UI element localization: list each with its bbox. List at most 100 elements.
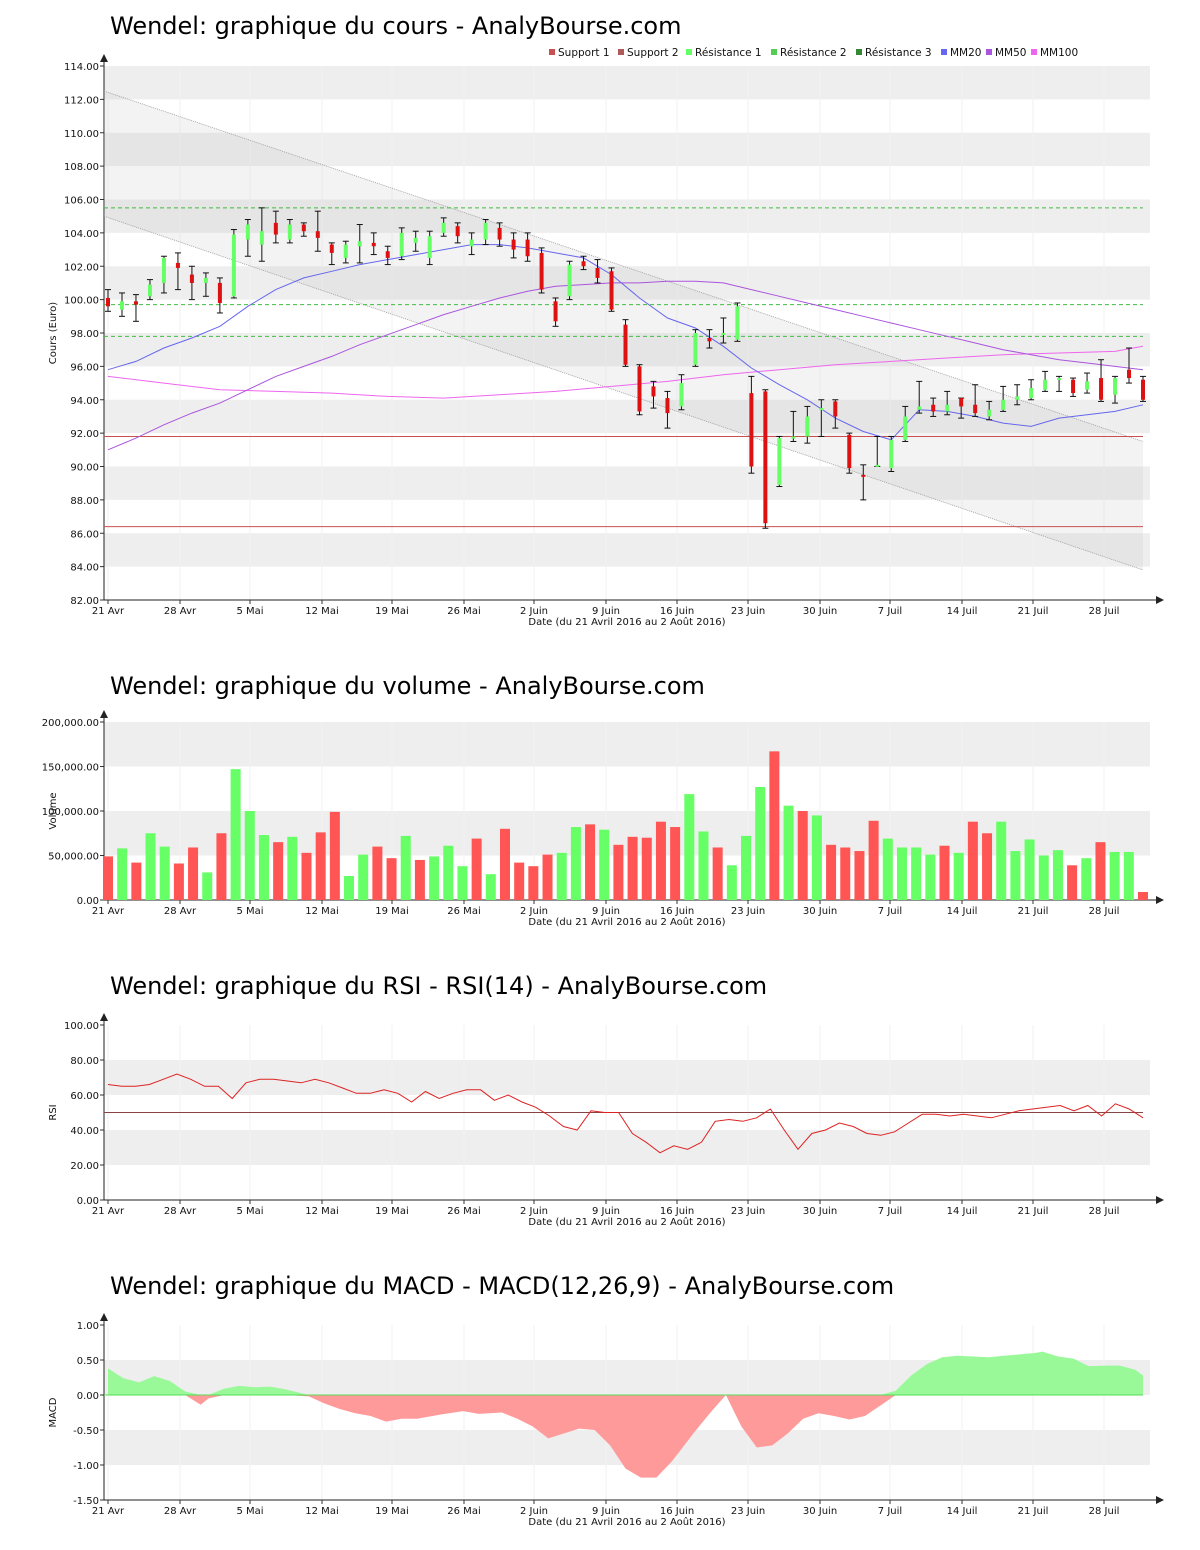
candle-body	[525, 239, 530, 257]
x-tick-label: 19 Mai	[375, 606, 408, 617]
x-tick-label: 19 Mai	[375, 1506, 408, 1517]
volume-bar	[641, 837, 652, 900]
x-tick-label: 23 Juin	[731, 906, 765, 917]
volume-bar	[400, 835, 411, 900]
x-tick-label: 28 Juil	[1089, 606, 1120, 617]
candle	[720, 317, 727, 344]
candle-body	[539, 252, 544, 290]
candle	[300, 222, 307, 237]
candle	[1098, 359, 1105, 402]
y-tick-label: 100,000.00	[42, 807, 99, 818]
volume-bar	[783, 805, 794, 900]
candle	[762, 389, 769, 529]
candle	[916, 380, 923, 414]
y-tick-label: 150,000.00	[42, 763, 99, 774]
x-tick-label: 7 Juil	[878, 1506, 902, 1517]
y-tick-label: 82.00	[70, 596, 99, 607]
volume-bar	[726, 865, 737, 900]
y-tick-label: 40.00	[70, 1126, 99, 1137]
y-tick-label: 0.00	[77, 1196, 99, 1207]
candle	[664, 390, 671, 429]
x-tick-label: 21 Juil	[1018, 1206, 1049, 1217]
candle	[1000, 385, 1007, 412]
volume-bar	[698, 831, 709, 900]
volume-bar	[216, 833, 227, 900]
candle-body	[483, 222, 488, 240]
volume-bar	[1123, 851, 1134, 900]
candle-body	[959, 398, 964, 407]
candle	[538, 247, 545, 294]
candle	[552, 297, 559, 327]
candle	[286, 219, 293, 244]
volume-bar	[755, 786, 766, 900]
y-axis-title: Cours (Euro)	[48, 302, 59, 365]
candle	[370, 232, 377, 256]
candle-body	[427, 236, 432, 258]
candle-body	[553, 301, 558, 322]
volume-bar	[542, 854, 553, 900]
x-tick-label: 12 Mai	[305, 1206, 338, 1217]
volume-bar	[1109, 851, 1120, 900]
y-tick-label: 114.00	[64, 62, 99, 73]
x-tick-label: 5 Mai	[236, 1506, 263, 1517]
macd-panel: -1.50 -1.00 -0.50 0.00 0.50 1.00 21 Avr 28 Avr 5…	[48, 1272, 1164, 1528]
x-tick-label: 7 Juil	[878, 606, 902, 617]
legend-label: Résistance 3	[865, 47, 932, 59]
volume-bar	[868, 820, 879, 900]
volume-bar	[585, 824, 596, 900]
x-tick-label: 21 Avr	[92, 1206, 125, 1217]
volume-bar	[414, 859, 425, 900]
candle-body	[1029, 388, 1034, 399]
candle-body	[875, 464, 880, 467]
legend-swatch	[856, 49, 862, 55]
y-tick-label: 0.50	[77, 1356, 99, 1367]
candle	[748, 375, 755, 474]
y-tick-label: -1.50	[73, 1496, 99, 1507]
volume-bar	[1024, 839, 1035, 900]
x-axis-title: Date (du 21 Avril 2016 au 2 Août 2016)	[528, 616, 725, 628]
volume-bar	[485, 874, 496, 900]
mm20-line	[107, 244, 1144, 441]
candle	[426, 230, 433, 266]
legend-label: MM100	[1040, 47, 1078, 59]
x-tick-label: 26 Mai	[447, 1506, 480, 1517]
candle-body	[259, 231, 264, 245]
candle-body	[1071, 379, 1076, 394]
legend-swatch	[1031, 49, 1037, 55]
candle-body	[987, 409, 992, 417]
legend-label: MM50	[995, 47, 1026, 59]
grid-band	[104, 722, 1150, 767]
candle-body	[1015, 396, 1020, 400]
candle	[580, 255, 587, 271]
candle-body	[469, 239, 474, 247]
candle-body	[777, 438, 782, 485]
x-tick-label: 2 Juin	[520, 1206, 548, 1217]
legend-swatch	[549, 49, 555, 55]
candle	[482, 219, 489, 246]
x-tick-label: 28 Juil	[1089, 906, 1120, 917]
candle	[804, 405, 811, 444]
y-tick-label: 0.00	[77, 896, 99, 907]
mm50-line	[107, 280, 1144, 451]
volume-bar	[301, 852, 312, 900]
volume-bar	[1095, 842, 1106, 900]
x-tick-label: 26 Mai	[447, 906, 480, 917]
price-panel: 82.00 84.00 86.00 88.00 90.00 92.00 94.00 96.00…	[48, 12, 1164, 628]
candle	[244, 219, 251, 257]
x-tick-label: 21 Avr	[92, 906, 125, 917]
volume-bar	[315, 832, 326, 900]
x-tick-label: 19 Mai	[375, 906, 408, 917]
volume-bar	[840, 847, 851, 900]
volume-bar	[273, 842, 284, 900]
grid-band	[104, 132, 1150, 167]
candle-body	[203, 277, 208, 283]
volume-bar	[103, 856, 113, 900]
candle-body	[119, 301, 124, 310]
volume-bar	[202, 872, 213, 900]
x-tick-label: 23 Juin	[731, 1206, 765, 1217]
x-tick-label: 14 Juil	[947, 1206, 978, 1217]
candle-body	[273, 222, 278, 235]
legend-swatch	[618, 49, 624, 55]
volume-bar	[982, 833, 993, 900]
candle-body	[721, 333, 726, 335]
